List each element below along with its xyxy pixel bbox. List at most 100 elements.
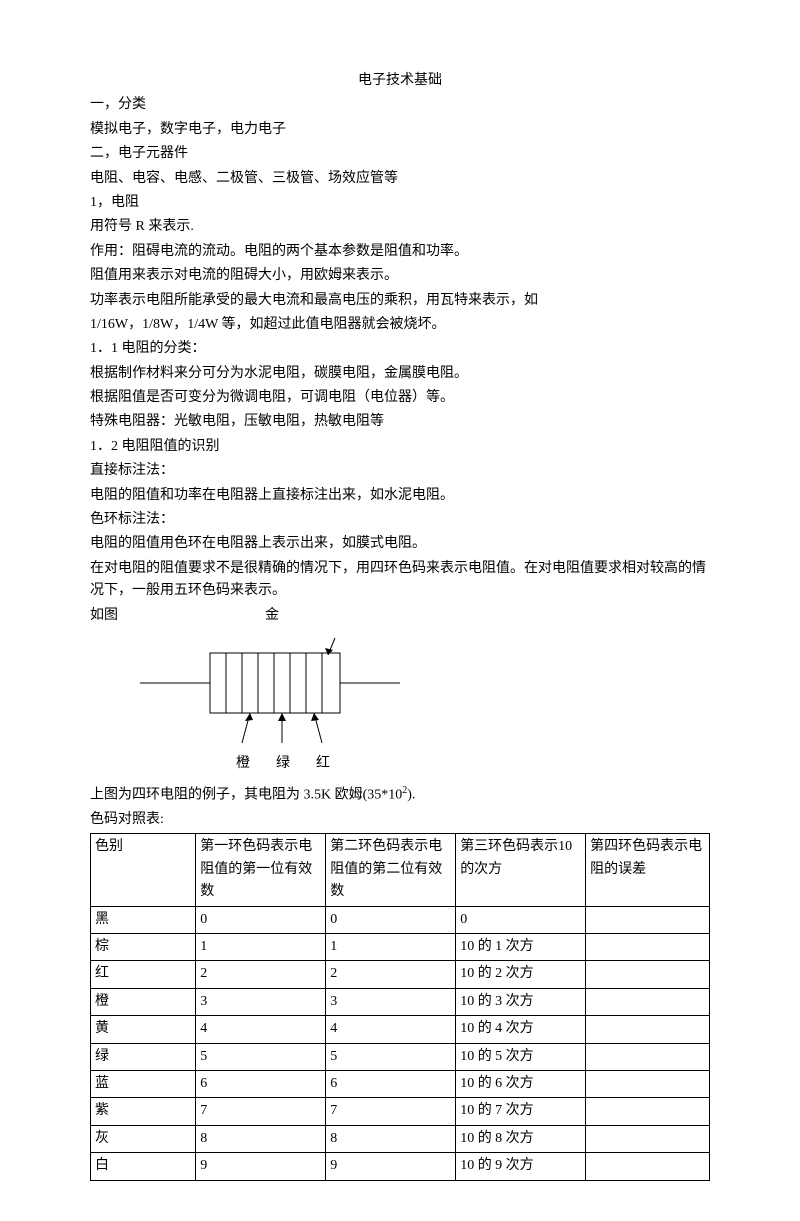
table-row: 蓝 6 6 10 的 6 次方 bbox=[91, 1070, 710, 1097]
table-row: 白 9 9 10 的 9 次方 bbox=[91, 1153, 710, 1180]
td: 10 的 6 次方 bbox=[456, 1070, 586, 1097]
td: 2 bbox=[196, 961, 326, 988]
para: 电阻、电容、电感、二极管、三极管、场效应管等 bbox=[90, 168, 710, 190]
table-caption: 色码对照表: bbox=[90, 809, 710, 831]
td bbox=[586, 1070, 710, 1097]
th: 色别 bbox=[91, 834, 196, 906]
td: 10 的 3 次方 bbox=[456, 988, 586, 1015]
td bbox=[586, 1153, 710, 1180]
para: 在对电阻的阻值要求不是很精确的情况下，用四环色码来表示电阻值。在对电阻值要求相对… bbox=[90, 558, 710, 603]
th: 第三环色码表示10 的次方 bbox=[456, 834, 586, 906]
td bbox=[586, 1043, 710, 1070]
td: 5 bbox=[326, 1043, 456, 1070]
td bbox=[586, 961, 710, 988]
td: 0 bbox=[196, 906, 326, 933]
td bbox=[586, 933, 710, 960]
td: 9 bbox=[196, 1153, 326, 1180]
para: 根据阻值是否可变分为微调电阻，可调电阻（电位器）等。 bbox=[90, 387, 710, 409]
para: 模拟电子，数字电子，电力电子 bbox=[90, 119, 710, 141]
td: 7 bbox=[196, 1098, 326, 1125]
para: 作用：阻碍电流的流动。电阻的两个基本参数是阻值和功率。 bbox=[90, 241, 710, 263]
para: 阻值用来表示对电流的阻碍大小，用欧姆来表示。 bbox=[90, 265, 710, 287]
para: 电阻的阻值和功率在电阻器上直接标注出来，如水泥电阻。 bbox=[90, 485, 710, 507]
td: 6 bbox=[196, 1070, 326, 1097]
table-row: 黑 0 0 0 bbox=[91, 906, 710, 933]
td: 8 bbox=[326, 1125, 456, 1152]
para: 特殊电阻器：光敏电阻，压敏电阻，热敏电阻等 bbox=[90, 411, 710, 433]
para: 根据制作材料来分可分为水泥电阻，碳膜电阻，金属膜电阻。 bbox=[90, 363, 710, 385]
page-title: 电子技术基础 bbox=[90, 70, 710, 92]
para: 1，电阻 bbox=[90, 192, 710, 214]
label-gold-inline: 金 bbox=[265, 608, 279, 623]
table-row: 橙 3 3 10 的 3 次方 bbox=[91, 988, 710, 1015]
td: 3 bbox=[196, 988, 326, 1015]
td: 红 bbox=[91, 961, 196, 988]
resistor-svg bbox=[130, 633, 410, 753]
td: 白 bbox=[91, 1153, 196, 1180]
para: 1/16W，1/8W，1/4W 等，如超过此值电阻器就会被烧坏。 bbox=[90, 314, 710, 336]
td bbox=[586, 988, 710, 1015]
note-suffix: ). bbox=[407, 788, 415, 803]
label-red: 红 bbox=[316, 753, 330, 775]
label-orange: 橙 bbox=[236, 753, 250, 775]
td: 棕 bbox=[91, 933, 196, 960]
para: 1．2 电阻阻值的识别 bbox=[90, 436, 710, 458]
para: 二，电子元器件 bbox=[90, 143, 710, 165]
td: 0 bbox=[326, 906, 456, 933]
diagram-caption: 如图 bbox=[90, 608, 118, 623]
td: 1 bbox=[196, 933, 326, 960]
td bbox=[586, 1016, 710, 1043]
td: 紫 bbox=[91, 1098, 196, 1125]
td: 10 的 5 次方 bbox=[456, 1043, 586, 1070]
td: 7 bbox=[326, 1098, 456, 1125]
td: 10 的 1 次方 bbox=[456, 933, 586, 960]
td: 3 bbox=[326, 988, 456, 1015]
table-header-row: 色别 第一环色码表示电阻值的第一位有效数 第二环色码表示电阻值的第二位有效数 第… bbox=[91, 834, 710, 906]
td bbox=[586, 1125, 710, 1152]
td: 10 的 4 次方 bbox=[456, 1016, 586, 1043]
para: 如图 金 bbox=[90, 605, 710, 627]
th: 第二环色码表示电阻值的第二位有效数 bbox=[326, 834, 456, 906]
th: 第四环色码表示电阻的误差 bbox=[586, 834, 710, 906]
table-row: 黄 4 4 10 的 4 次方 bbox=[91, 1016, 710, 1043]
td: 10 的 2 次方 bbox=[456, 961, 586, 988]
td: 6 bbox=[326, 1070, 456, 1097]
table-row: 紫 7 7 10 的 7 次方 bbox=[91, 1098, 710, 1125]
td: 灰 bbox=[91, 1125, 196, 1152]
example-note: 上图为四环电阻的例子，其电阻为 3.5K 欧姆(35*102). bbox=[90, 783, 710, 807]
td: 10 的 9 次方 bbox=[456, 1153, 586, 1180]
para: 功率表示电阻所能承受的最大电流和最高电压的乘积，用瓦特来表示，如 bbox=[90, 290, 710, 312]
td: 10 的 8 次方 bbox=[456, 1125, 586, 1152]
para: 电阻的阻值用色环在电阻器上表示出来，如膜式电阻。 bbox=[90, 533, 710, 555]
td: 5 bbox=[196, 1043, 326, 1070]
para: 1．1 电阻的分类： bbox=[90, 338, 710, 360]
para: 直接标注法： bbox=[90, 460, 710, 482]
table-row: 棕 1 1 10 的 1 次方 bbox=[91, 933, 710, 960]
table-row: 绿 5 5 10 的 5 次方 bbox=[91, 1043, 710, 1070]
td bbox=[586, 1098, 710, 1125]
td: 0 bbox=[456, 906, 586, 933]
td: 黑 bbox=[91, 906, 196, 933]
td: 橙 bbox=[91, 988, 196, 1015]
td: 4 bbox=[326, 1016, 456, 1043]
td: 蓝 bbox=[91, 1070, 196, 1097]
table-row: 红 2 2 10 的 2 次方 bbox=[91, 961, 710, 988]
table-row: 灰 8 8 10 的 8 次方 bbox=[91, 1125, 710, 1152]
td: 10 的 7 次方 bbox=[456, 1098, 586, 1125]
para: 一，分类 bbox=[90, 94, 710, 116]
color-code-table: 色别 第一环色码表示电阻值的第一位有效数 第二环色码表示电阻值的第二位有效数 第… bbox=[90, 833, 710, 1180]
td: 8 bbox=[196, 1125, 326, 1152]
td: 绿 bbox=[91, 1043, 196, 1070]
note-prefix: 上图为四环电阻的例子，其电阻为 3.5K 欧姆(35*10 bbox=[90, 788, 402, 803]
td: 2 bbox=[326, 961, 456, 988]
td: 黄 bbox=[91, 1016, 196, 1043]
td: 4 bbox=[196, 1016, 326, 1043]
td: 9 bbox=[326, 1153, 456, 1180]
label-green: 绿 bbox=[276, 753, 290, 775]
th: 第一环色码表示电阻值的第一位有效数 bbox=[196, 834, 326, 906]
td: 1 bbox=[326, 933, 456, 960]
para: 色环标注法： bbox=[90, 509, 710, 531]
td bbox=[586, 906, 710, 933]
para: 用符号 R 来表示. bbox=[90, 216, 710, 238]
resistor-diagram: 橙 绿 红 bbox=[130, 633, 410, 773]
